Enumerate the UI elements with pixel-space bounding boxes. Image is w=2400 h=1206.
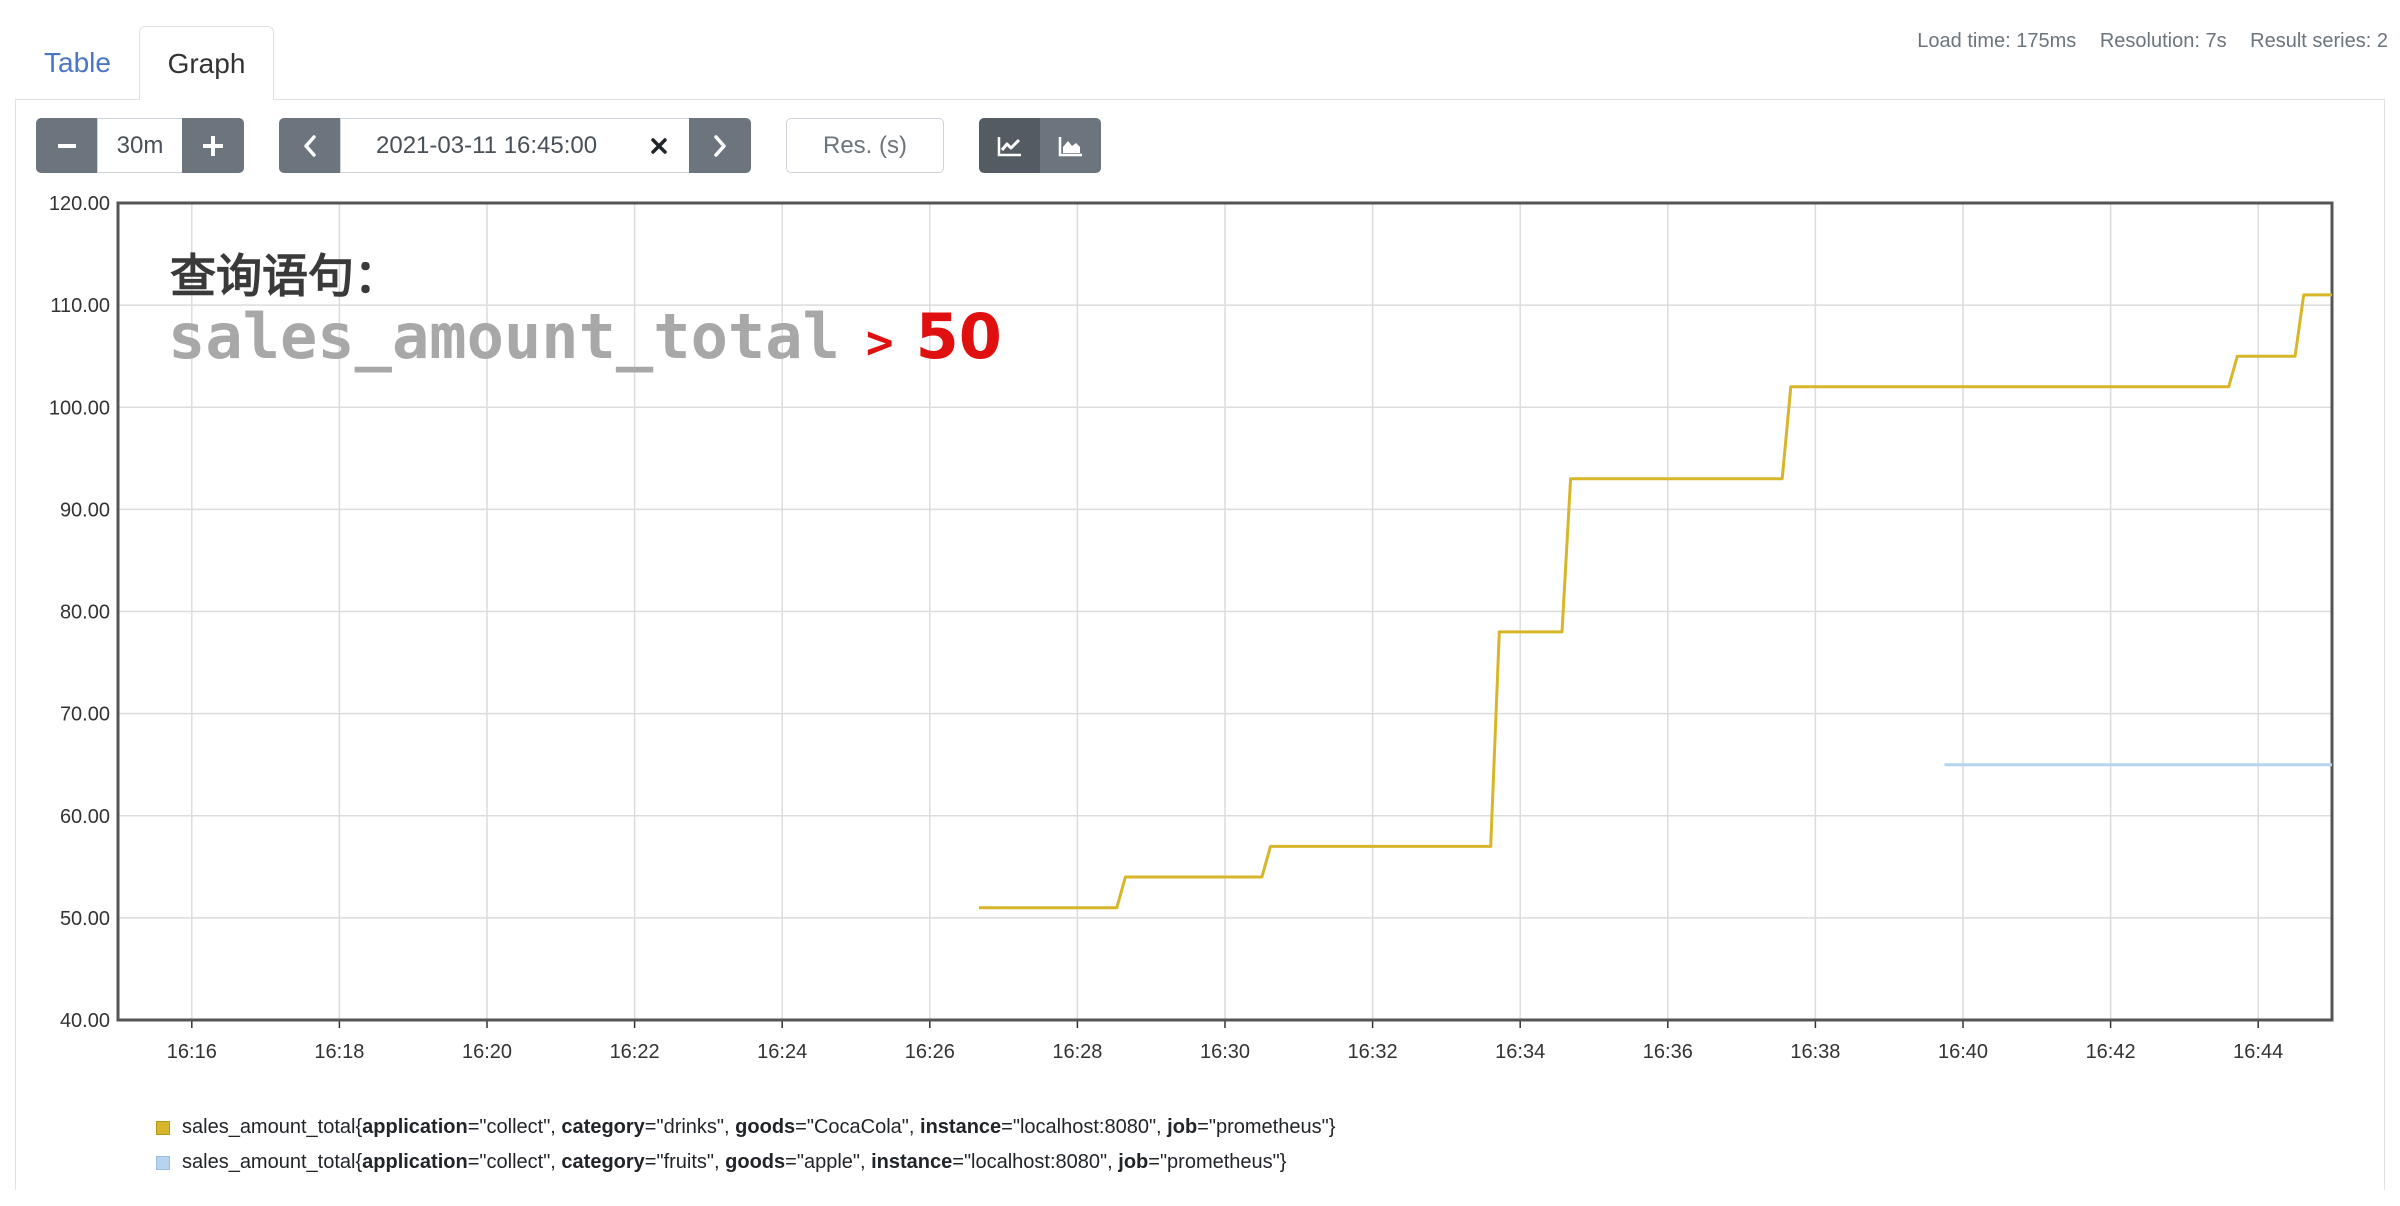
label-key: goods bbox=[725, 1151, 786, 1173]
label-key: job bbox=[1118, 1151, 1149, 1173]
label-key: instance bbox=[871, 1151, 953, 1173]
close-icon bbox=[650, 137, 667, 154]
label-key: category bbox=[561, 1151, 645, 1173]
label-value: "CocaCola" bbox=[806, 1116, 909, 1138]
y-tick-label: 100.00 bbox=[49, 397, 110, 419]
resolution-stat: Resolution: 7s bbox=[2099, 30, 2227, 52]
tab-graph[interactable]: Graph bbox=[139, 26, 274, 100]
legend-item[interactable]: sales_amount_total{application = "collect"… bbox=[156, 1116, 1335, 1139]
y-tick-label: 40.00 bbox=[60, 1010, 110, 1032]
label-key: instance bbox=[920, 1116, 1002, 1138]
x-tick-label: 16:34 bbox=[1495, 1041, 1545, 1063]
tab-table[interactable]: Table bbox=[44, 47, 111, 78]
load-time: Load time: 175ms bbox=[1917, 30, 2077, 52]
tabs-divider bbox=[15, 99, 2385, 100]
label-value: "localhost:8080" bbox=[1012, 1116, 1157, 1138]
label-key: application bbox=[362, 1116, 468, 1138]
x-tick-label: 16:30 bbox=[1200, 1041, 1250, 1063]
x-tick-label: 16:36 bbox=[1643, 1041, 1693, 1063]
label-value: "collect" bbox=[479, 1116, 551, 1138]
label-value: "localhost:8080" bbox=[963, 1151, 1108, 1173]
range-input[interactable]: 30m bbox=[97, 118, 183, 173]
x-tick-label: 16:24 bbox=[757, 1041, 807, 1063]
legend-swatch bbox=[156, 1155, 170, 1170]
query-stats: Load time: 175ms Resolution: 7s Result s… bbox=[1899, 30, 2388, 53]
resolution-input[interactable]: Res. (s) bbox=[786, 118, 944, 173]
label-value: "prometheus" bbox=[1159, 1151, 1280, 1173]
query-threshold: 50 bbox=[915, 300, 1002, 373]
plot-frame bbox=[116, 201, 2334, 1022]
end-time-value: 2021-03-11 16:45:00 bbox=[376, 131, 598, 159]
x-tick-label: 16:40 bbox=[1938, 1041, 1988, 1063]
label-value: "prometheus" bbox=[1208, 1116, 1329, 1138]
label-key: category bbox=[561, 1116, 645, 1138]
minus-icon bbox=[58, 143, 76, 148]
next-time-button[interactable] bbox=[689, 118, 751, 173]
plus-icon bbox=[203, 135, 223, 156]
area-chart-icon bbox=[1058, 136, 1082, 156]
x-tick-label: 16:26 bbox=[905, 1041, 955, 1063]
clear-time-button[interactable] bbox=[628, 118, 690, 173]
x-tick-label: 16:20 bbox=[462, 1041, 512, 1063]
y-tick-label: 80.00 bbox=[60, 602, 110, 624]
label-value: "fruits" bbox=[656, 1151, 715, 1173]
decrease-range-button[interactable] bbox=[36, 118, 98, 173]
label-value: "collect" bbox=[479, 1151, 551, 1173]
series-line-0 bbox=[979, 293, 2332, 910]
query-metric: sales_amount_total bbox=[168, 300, 840, 373]
query-operator: > bbox=[865, 315, 894, 369]
legend-metric: sales_amount_total bbox=[182, 1151, 356, 1173]
chevron-left-icon bbox=[304, 134, 316, 157]
label-key: job bbox=[1167, 1116, 1198, 1138]
y-tick-label: 120.00 bbox=[49, 193, 110, 215]
stacked-area-button[interactable] bbox=[1040, 118, 1101, 173]
y-tick-label: 60.00 bbox=[60, 806, 110, 828]
x-tick-label: 16:28 bbox=[1052, 1041, 1102, 1063]
increase-range-button[interactable] bbox=[182, 118, 244, 173]
previous-time-button[interactable] bbox=[279, 118, 341, 173]
legend-metric: sales_amount_total bbox=[182, 1116, 356, 1138]
x-tick-label: 16:42 bbox=[2086, 1041, 2136, 1063]
x-tick-label: 16:16 bbox=[167, 1041, 217, 1063]
result-series-stat: Result series: 2 bbox=[2250, 30, 2388, 52]
x-tick-label: 16:32 bbox=[1348, 1041, 1398, 1063]
y-tick-label: 70.00 bbox=[60, 704, 110, 726]
line-chart-icon bbox=[997, 136, 1021, 156]
x-tick-label: 16:44 bbox=[2233, 1041, 2283, 1063]
unstacked-line-button[interactable] bbox=[979, 118, 1041, 173]
y-tick-label: 50.00 bbox=[60, 908, 110, 930]
x-tick-label: 16:18 bbox=[314, 1041, 364, 1063]
query-expression: sales_amount_total >50 bbox=[168, 300, 1002, 373]
chevron-right-icon bbox=[714, 134, 726, 157]
legend-item[interactable]: sales_amount_total{application = "collect"… bbox=[156, 1151, 1286, 1174]
graph-panel bbox=[15, 99, 2385, 1190]
y-tick-label: 110.00 bbox=[50, 295, 110, 317]
label-key: goods bbox=[735, 1116, 796, 1138]
label-key: application bbox=[362, 1151, 468, 1173]
x-tick-label: 16:38 bbox=[1790, 1041, 1840, 1063]
query-label: 查询语句： bbox=[170, 249, 400, 303]
y-tick-label: 90.00 bbox=[60, 499, 110, 521]
legend-swatch bbox=[156, 1120, 170, 1135]
x-tick-label: 16:22 bbox=[610, 1041, 660, 1063]
label-value: "drinks" bbox=[656, 1116, 725, 1138]
label-value: "apple" bbox=[796, 1151, 860, 1173]
